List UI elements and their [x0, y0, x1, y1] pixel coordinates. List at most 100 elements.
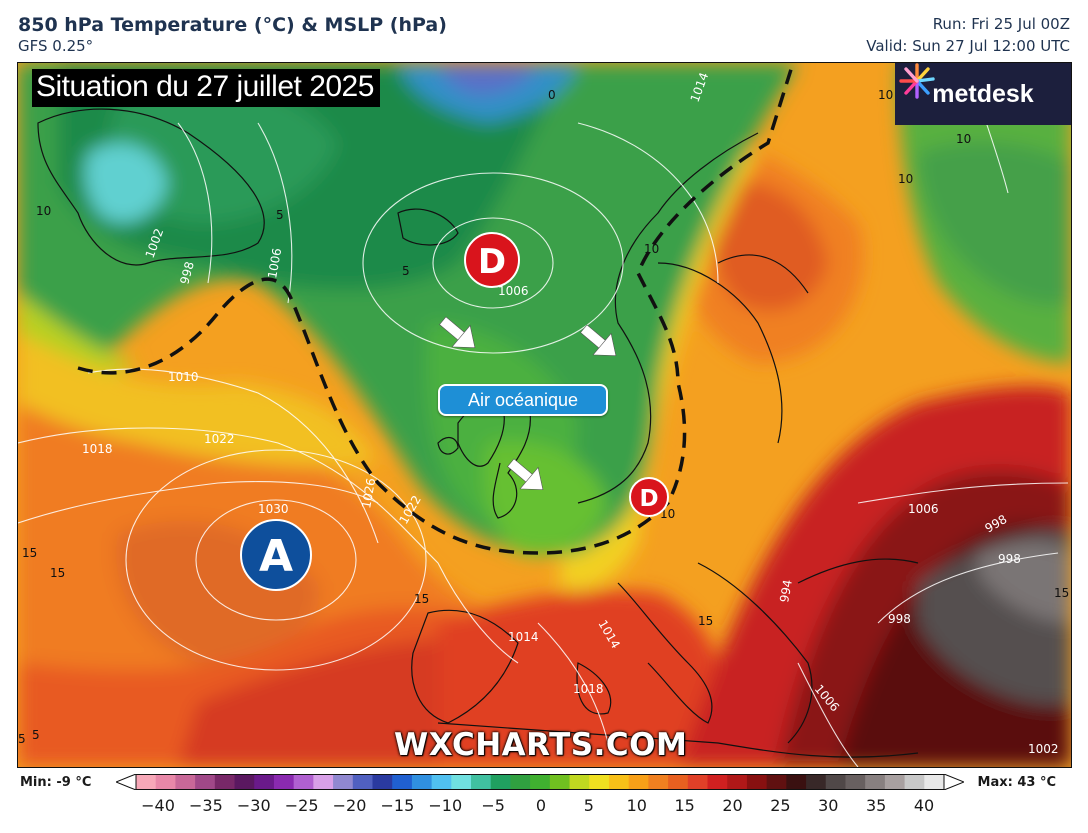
colorbar-tick-label: 40 — [913, 796, 935, 815]
colorbar-cell — [234, 774, 255, 790]
colorbar-cell — [293, 774, 314, 790]
temp-label: 15 — [50, 566, 65, 580]
colorbar-cell — [786, 774, 807, 790]
metdesk-burst-icon — [899, 63, 935, 99]
colorbar-cell — [884, 774, 906, 790]
isobar-label: 1006 — [908, 502, 939, 516]
model-label: GFS 0.25° — [18, 37, 94, 55]
isobar-label: 1010 — [168, 370, 199, 384]
isobar-label: 1030 — [258, 502, 289, 516]
colorbar-right-end — [943, 774, 964, 790]
isobar-label: 1018 — [82, 442, 113, 456]
temp-label: 15 — [22, 546, 37, 560]
colorbar-cell — [372, 774, 393, 790]
colorbar-cell — [431, 774, 452, 790]
colorbar-cell — [569, 774, 590, 790]
temp-label: 10 — [878, 88, 893, 102]
colorbar-cell — [254, 774, 275, 790]
colorbar-cell — [471, 774, 492, 790]
temp-label: 5 — [402, 264, 410, 278]
colorbar-cell — [510, 774, 531, 790]
colorbar-cell — [687, 774, 709, 790]
temp-label: 10 — [956, 132, 971, 146]
colorbar-cell — [766, 774, 787, 790]
colorbar-cell — [746, 774, 768, 790]
colorbar-tick-label: −15 — [380, 796, 415, 815]
colorbar-tick-label: 15 — [674, 796, 695, 815]
colorbar-cell — [806, 774, 827, 790]
colorbar-cell — [608, 774, 630, 790]
colorbar-cell — [136, 774, 157, 790]
colorbar-cell — [845, 774, 866, 790]
run-time: Run: Fri 25 Jul 00Z — [932, 15, 1070, 33]
colorbar-tick-label: 35 — [865, 796, 887, 815]
colorbar-cell — [195, 774, 216, 790]
isobar-label: 1006 — [498, 284, 529, 298]
temp-label: 15 — [1054, 586, 1069, 600]
isobars — [18, 63, 1069, 767]
colorbar-cell — [530, 774, 551, 790]
colorbar-tick-label: −40 — [141, 796, 175, 815]
colorbar-cell — [668, 774, 689, 790]
min-temperature-label: Min: -9 °C — [20, 775, 92, 790]
high-pressure-marker: A — [240, 519, 312, 591]
colorbar-tick-label: −35 — [188, 796, 223, 815]
colorbar-tick-label: 10 — [626, 796, 647, 815]
temp-label: 10 — [36, 204, 51, 218]
cold-front-line — [77, 63, 795, 555]
isobar-label: 1018 — [573, 682, 604, 696]
colorbar-cell — [490, 774, 511, 790]
temperature-labels: 10 10 10 10 5 5 0 5 15 15 15 15 15 10 10… — [18, 88, 1069, 746]
colorbar-cell — [825, 774, 846, 790]
colorbar-cell — [333, 774, 354, 790]
weather-map: 1002 998 1006 1010 1018 1022 1030 1026 1… — [17, 62, 1072, 768]
isobar-label: 1026 — [359, 477, 378, 510]
temp-label: 10 — [660, 507, 675, 521]
colorbar-cell — [628, 774, 649, 790]
colorbar-tick-label: −5 — [481, 796, 505, 815]
coastlines — [37, 108, 919, 758]
colorbar-cell — [727, 774, 748, 790]
colorbar-tick-label: 25 — [770, 796, 791, 815]
wxcharts-watermark: WXCHARTS.COM — [394, 727, 688, 763]
isobar-label: 1002 — [1028, 742, 1059, 756]
temp-label: 5 — [18, 732, 26, 746]
colorbar-cell — [392, 774, 413, 790]
colorbar-cell — [865, 774, 886, 790]
colorbar-cell — [155, 774, 176, 790]
colorbar-cell — [411, 774, 433, 790]
isobar-label: 1006 — [265, 247, 284, 280]
colorbar-cell — [273, 774, 295, 790]
colorbar-cell — [707, 774, 728, 790]
air-oceanique-label: Air océanique — [438, 384, 608, 416]
low-label: D — [478, 242, 506, 282]
isobar-label: 994 — [777, 579, 795, 604]
colorbar-left-end — [116, 774, 137, 790]
isobar-label: 1022 — [204, 432, 235, 446]
low-label: D — [639, 486, 658, 512]
isobar-label: 998 — [888, 612, 911, 626]
low-pressure-marker-small: D — [629, 477, 669, 517]
colorbar-tick-label: 30 — [818, 796, 839, 815]
temp-label: 10 — [898, 172, 913, 186]
max-temperature-label: Max: 43 °C — [977, 775, 1056, 790]
colorbar-cell — [648, 774, 669, 790]
chart-title: 850 hPa Temperature (°C) & MSLP (hPa) — [18, 14, 447, 36]
temp-label: 0 — [548, 88, 556, 102]
colorbar-tick-label: −30 — [236, 796, 271, 815]
colorbar-cell — [214, 774, 236, 790]
colorbar-tick-label: 0 — [535, 796, 547, 815]
temp-label: 15 — [414, 592, 429, 606]
colorbar-ticks: −40 −35 −30 −25 −20 −15 −10 −5 0 5 10 15 20 25 30 35 40 — [0, 796, 1088, 826]
colorbar-tick-label: 20 — [722, 796, 743, 815]
isobar-label: 998 — [998, 552, 1021, 566]
isobar-label: 998 — [177, 260, 196, 286]
map-canvas: 1002 998 1006 1010 1018 1022 1030 1026 1… — [18, 63, 1071, 767]
high-label: A — [259, 531, 293, 582]
colorbar-cell — [589, 774, 610, 790]
temp-label: 5 — [32, 728, 40, 742]
color-scale-bar — [116, 774, 964, 790]
colorbar-cell — [924, 774, 945, 790]
temp-label: 5 — [276, 208, 284, 222]
logo-text: metdesk — [932, 79, 1034, 108]
